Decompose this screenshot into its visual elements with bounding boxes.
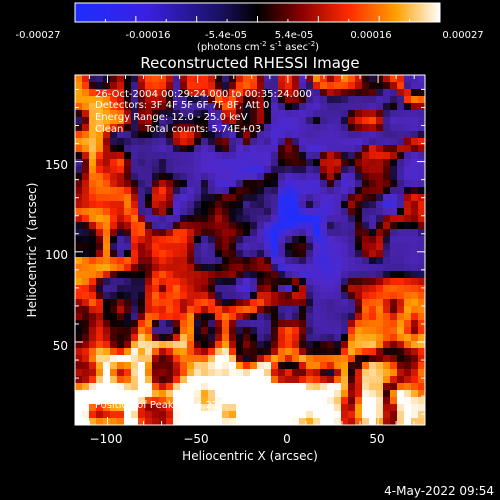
colorbar-tick-label-3: 5.4e-05 bbox=[275, 30, 313, 41]
chart-title: Reconstructed RHESSI Image bbox=[140, 54, 359, 72]
x-tick-label-3: 50 bbox=[369, 432, 384, 446]
info-energy-range: Energy Range: 12.0 - 25.0 keV bbox=[95, 112, 248, 123]
y-tick-label-1: 100 bbox=[45, 248, 68, 262]
footer-date: 4-May-2022 09:54 bbox=[384, 484, 494, 498]
x-axis-label: Heliocentric X (arcsec) bbox=[182, 449, 318, 463]
axis-ticks bbox=[75, 75, 425, 425]
colorbar-tick-label-1: -0.00016 bbox=[126, 30, 171, 41]
x-tick-label-2: 0 bbox=[283, 432, 291, 446]
plot-frame bbox=[74, 74, 426, 426]
colorbar-unit-label: (photons cm-2 s-1 asec-2) bbox=[197, 40, 319, 53]
info-total-counts: Total counts: 5.74E+03 bbox=[144, 124, 261, 135]
heatmap-image bbox=[75, 75, 425, 425]
colorbar-tick-label-2: -5.4e-05 bbox=[205, 30, 247, 41]
y-tick-label-2: 150 bbox=[45, 158, 68, 172]
peak-position-label: Position of Peak = [-6,22] bbox=[95, 400, 222, 411]
info-algorithm: Clean bbox=[95, 124, 123, 135]
y-axis-label: Heliocentric Y (arcsec) bbox=[25, 183, 39, 318]
info-time-range: 26-Oct-2004 00:29:24.000 to 00:35:24.000 bbox=[95, 89, 312, 100]
x-tick-label-1: −50 bbox=[183, 432, 208, 446]
x-tick-label-0: −100 bbox=[90, 432, 123, 446]
colorbar-tick-label-5: 0.00027 bbox=[442, 30, 483, 41]
y-tick-label-0: 50 bbox=[53, 339, 68, 353]
info-detectors: Detectors: 3F 4F 5F 6F 7F 8F, Att 0 bbox=[95, 100, 269, 111]
colorbar-ticks bbox=[74, 16, 441, 22]
colorbar-tick-label-0: -0.00027 bbox=[16, 30, 61, 41]
colorbar-tick-label-4: 0.00016 bbox=[350, 30, 391, 41]
